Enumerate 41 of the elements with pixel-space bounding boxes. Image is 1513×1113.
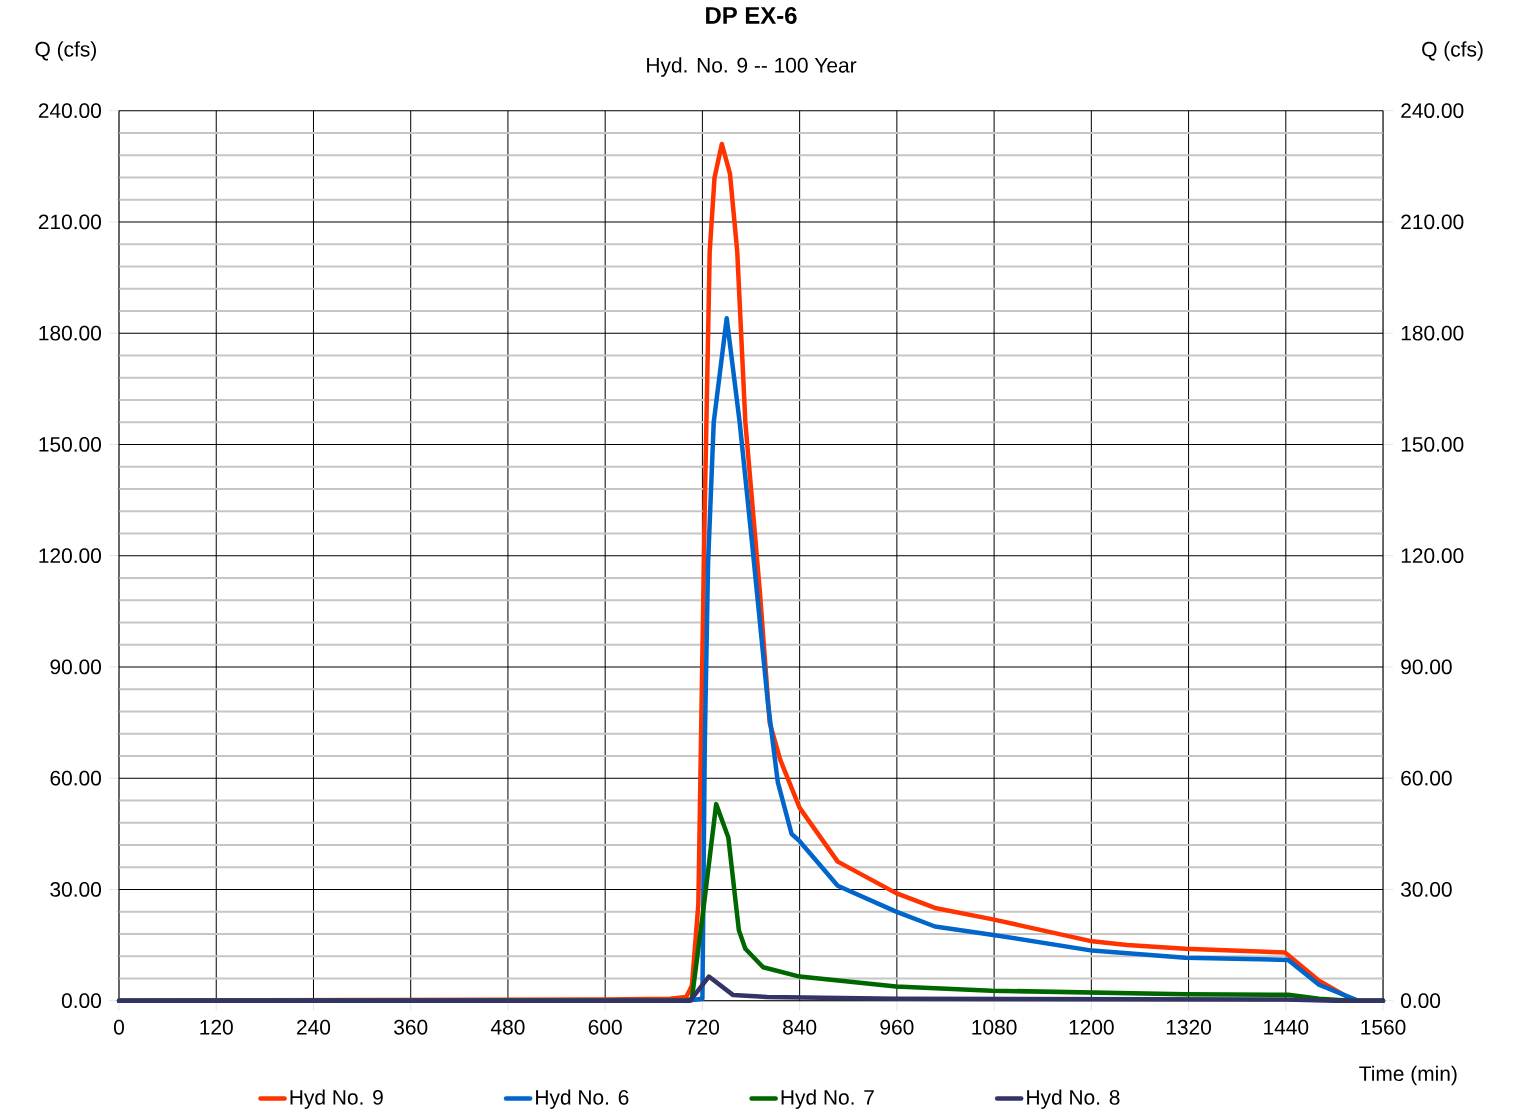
x-tick-label: 120 — [200, 1020, 233, 1035]
x-tick-label: 1560 — [1361, 1020, 1406, 1035]
y2-tick-label: 0.00 — [1401, 993, 1441, 1009]
y-tick-label: 0.00 — [61, 993, 102, 1009]
y-tick-label: 30.00 — [50, 882, 101, 897]
chart-subtitle: Hyd. No. 9 -- 100 Year — [647, 57, 857, 77]
y-tick-label: 180.00 — [39, 325, 101, 341]
legend-label: Hyd No. 6 — [536, 1089, 629, 1110]
y2-tick-label: 210.00 — [1401, 214, 1464, 230]
x-tick-label: 960 — [880, 1020, 914, 1035]
x-tick-label: 1200 — [1069, 1020, 1114, 1035]
legend-label: Hyd No. 8 — [1027, 1089, 1120, 1110]
legend-label: Hyd No. 7 — [781, 1089, 874, 1110]
x-tick-label: 1080 — [972, 1020, 1017, 1035]
legend-label: Hyd No. 9 — [290, 1089, 383, 1110]
x-tick-label: 840 — [783, 1020, 817, 1035]
x-tick-label: 720 — [686, 1020, 720, 1035]
y2-tick-label: 30.00 — [1401, 882, 1452, 897]
x-tick-label: 360 — [394, 1020, 428, 1035]
y2-axis-title: Q (cfs) — [1422, 41, 1483, 61]
y-tick-label: 120.00 — [39, 548, 101, 564]
y-tick-label: 90.00 — [50, 659, 101, 675]
y2-tick-label: 60.00 — [1401, 770, 1452, 786]
y2-tick-label: 180.00 — [1401, 325, 1464, 341]
x-tick-label: 0 — [114, 1020, 124, 1035]
x-tick-label: 600 — [588, 1020, 622, 1035]
y2-tick-label: 150.00 — [1401, 437, 1464, 452]
y2-tick-label: 120.00 — [1401, 548, 1464, 564]
y2-tick-label: 90.00 — [1401, 659, 1452, 675]
y-tick-label: 240.00 — [38, 103, 101, 119]
x-tick-label: 480 — [490, 1020, 525, 1035]
y-tick-label: 150.00 — [39, 437, 101, 452]
chart-title: DP EX-6 — [706, 7, 797, 25]
y-tick-label: 210.00 — [38, 214, 101, 230]
y-axis-title: Q (cfs) — [35, 41, 96, 61]
y2-tick-label: 240.00 — [1401, 103, 1464, 119]
x-tick-label: 240 — [297, 1020, 331, 1035]
y-tick-label: 60.00 — [50, 770, 101, 786]
x-tick-label: 1320 — [1166, 1020, 1211, 1035]
x-axis-title: Time (min) — [1359, 1065, 1457, 1086]
x-tick-label: 1440 — [1264, 1020, 1309, 1035]
